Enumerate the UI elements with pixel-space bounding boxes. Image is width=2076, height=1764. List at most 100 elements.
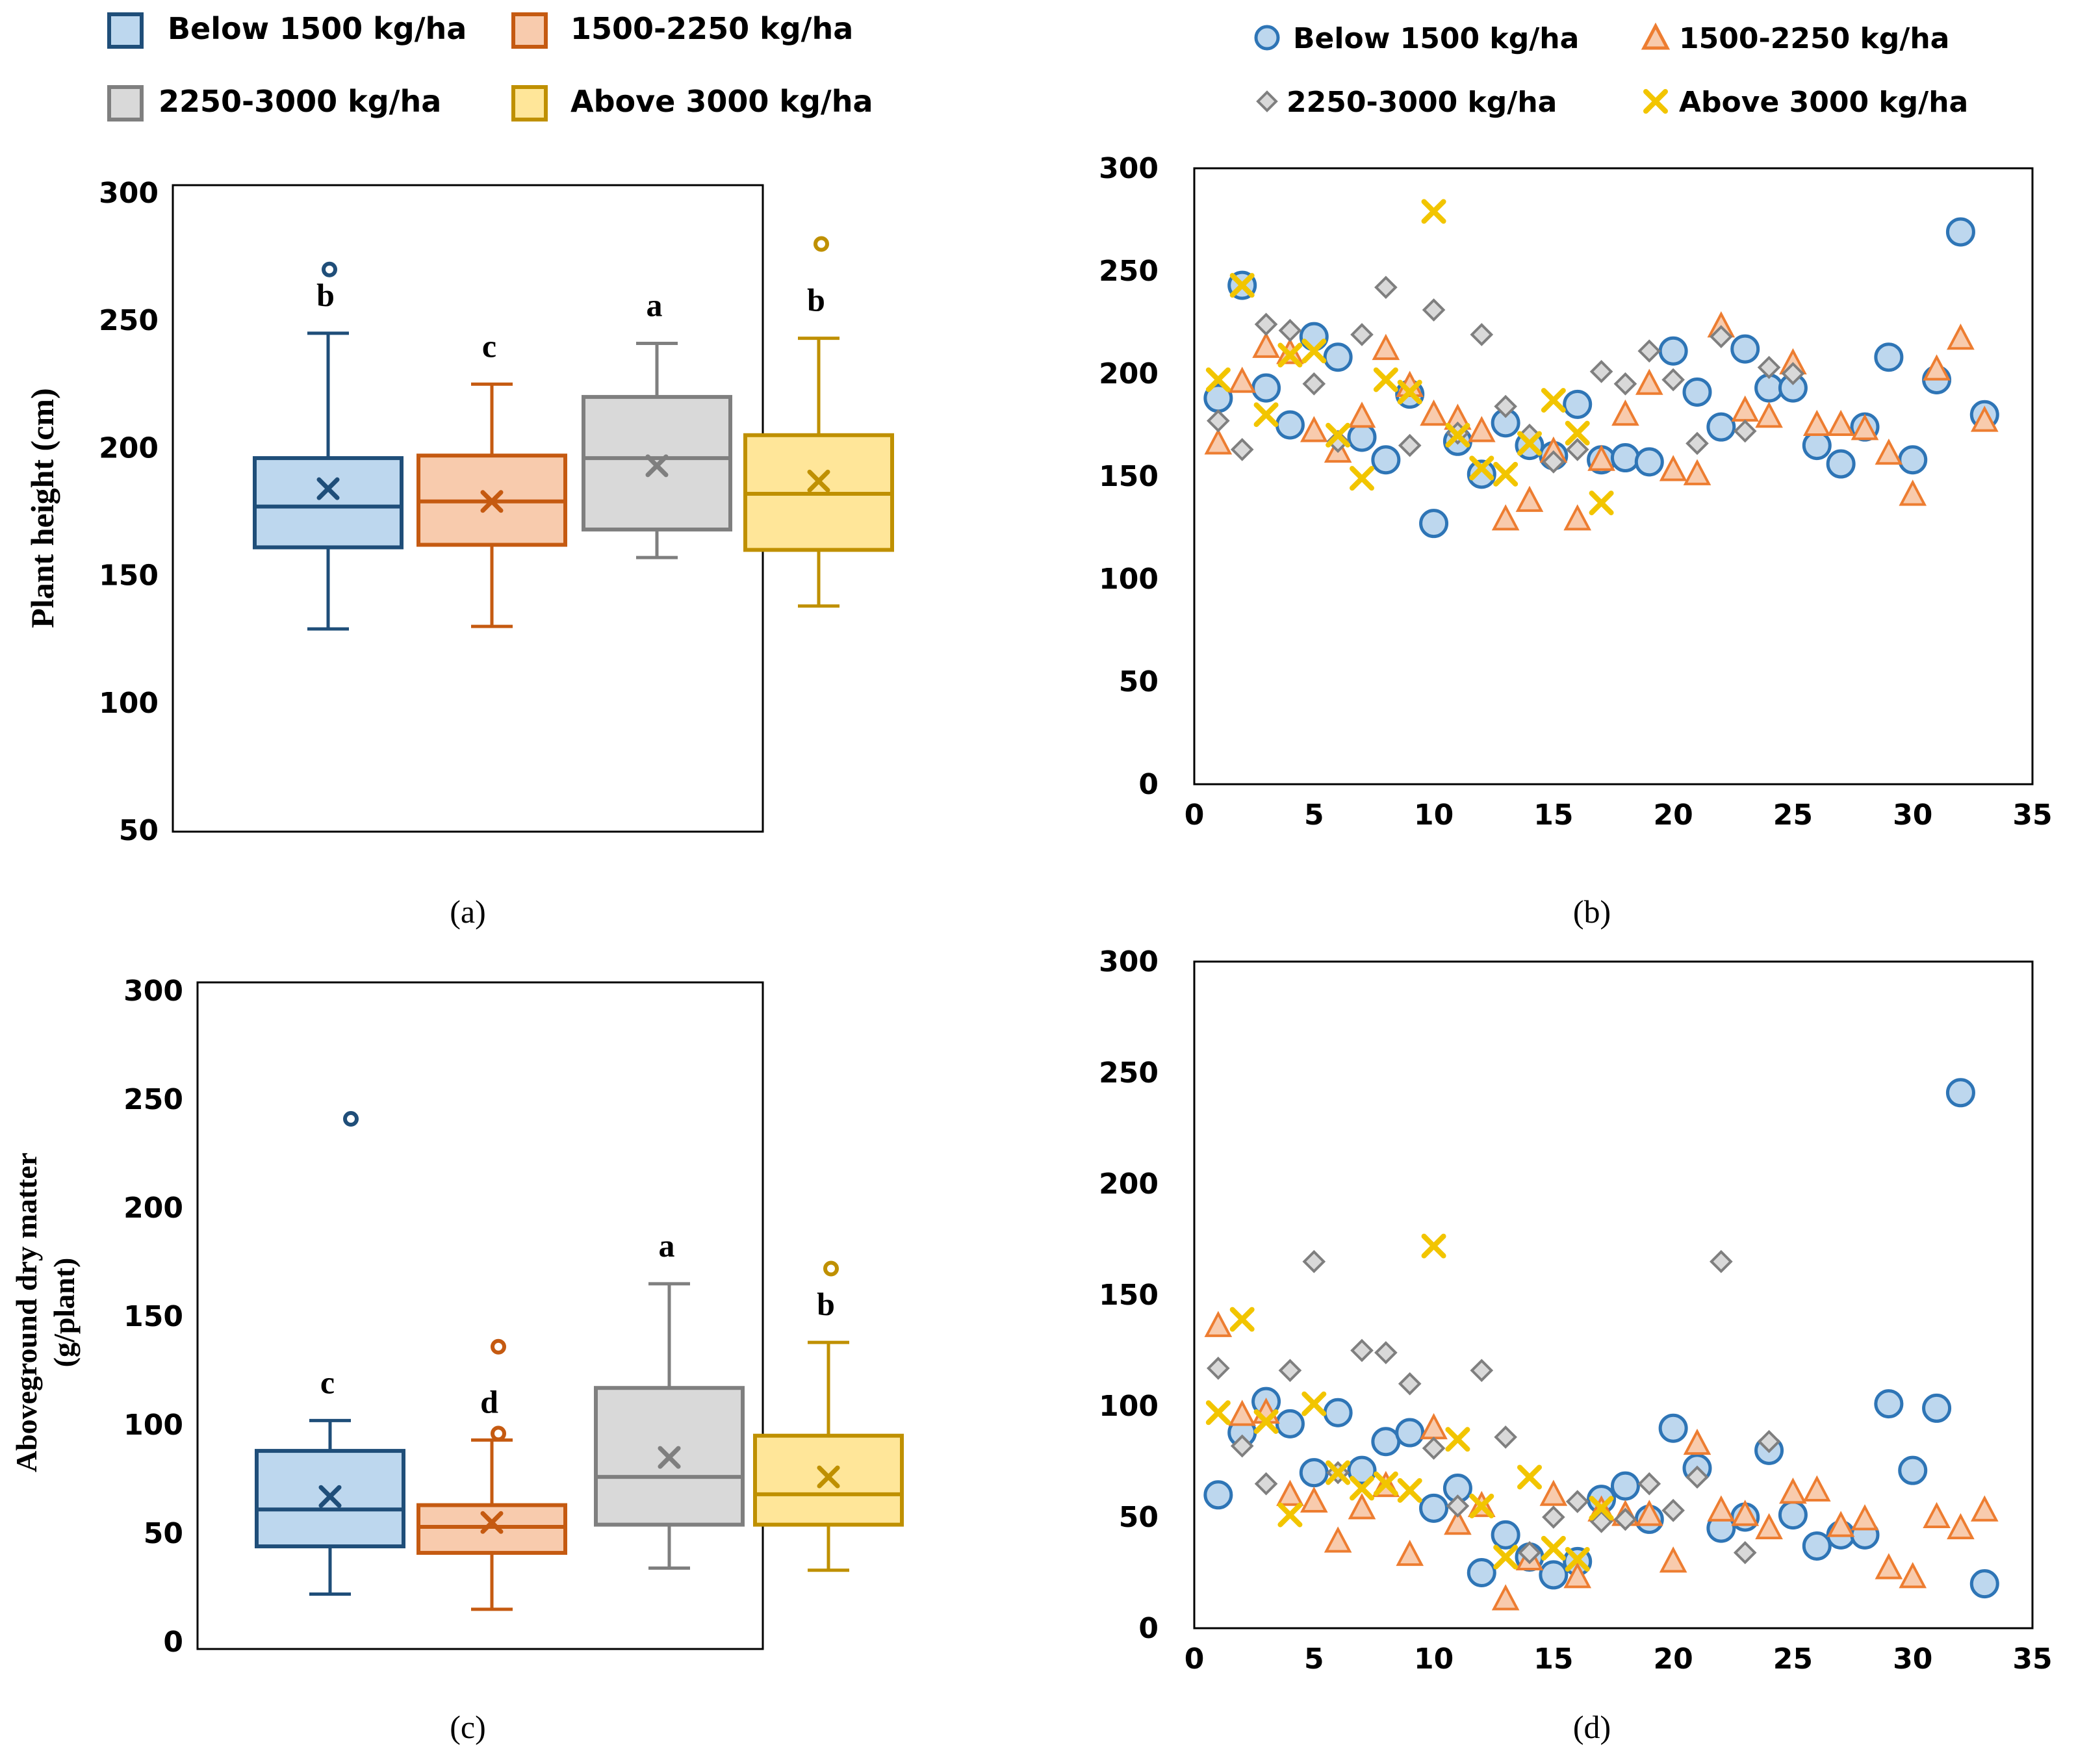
y-axis-label: Aboveground dry matter: [10, 1153, 43, 1472]
caption-b: (b): [1573, 893, 1611, 930]
scatter-point-triangle: [1587, 444, 1615, 471]
x-tick-label: 30: [1893, 1643, 1932, 1676]
scatter-point-x: [1541, 1535, 1566, 1561]
scatter-point-circle: [1275, 410, 1305, 440]
scatter-point-x: [1589, 1496, 1614, 1521]
scatter-point-circle: [1730, 334, 1760, 364]
scatter-point-diamond: [1733, 419, 1757, 443]
x-tick-label: 5: [1304, 1643, 1324, 1676]
x-tick-label: 15: [1533, 799, 1573, 832]
scatter-point-diamond: [1278, 1359, 1302, 1383]
legend-item-2250-3000: 2250-3000 kg/ha: [1256, 86, 1557, 119]
legend-item-below-1500: Below 1500 kg/ha: [1254, 22, 1579, 55]
scatter-point-triangle: [1300, 416, 1328, 442]
scatter-point-circle: [1945, 1078, 1975, 1108]
x-tick-label: 35: [2012, 799, 2052, 832]
scatter-point-triangle: [1324, 1526, 1352, 1553]
scatter-point-diamond: [1494, 1425, 1517, 1449]
scatter-point-triangle: [1635, 1500, 1663, 1526]
scatter-point-triangle: [1204, 428, 1233, 455]
scatter-point-triangle: [1276, 1479, 1304, 1506]
scatter-point-diamond: [1613, 372, 1637, 396]
scatter-point-circle: [1467, 459, 1496, 489]
scatter-point-circle: [1347, 1455, 1377, 1485]
y-tick-label: 0: [1138, 1612, 1159, 1645]
scatter-point-circle: [1251, 373, 1281, 403]
box-4: b: [743, 236, 894, 608]
scatter-point-diamond: [1398, 433, 1422, 457]
scatter-point-diamond: [1685, 431, 1709, 455]
scatter-point-diamond: [1613, 1507, 1637, 1531]
outlier-point: [343, 1111, 359, 1127]
scatter-point-diamond: [1661, 1498, 1685, 1522]
scatter-point-circle: [1778, 1500, 1808, 1530]
scatter-point-triangle: [1539, 1479, 1568, 1506]
scatter-point-x: [1326, 1460, 1351, 1485]
y-tick-label: 50: [1119, 665, 1159, 698]
y-tick-label: 200: [1099, 357, 1159, 390]
scatter-point-x: [1565, 1546, 1590, 1572]
scatter-point-triangle: [1420, 399, 1448, 426]
scatter-point-circle: [1802, 431, 1832, 461]
scatter-point-diamond: [1254, 313, 1278, 336]
scatter-point-circle: [1323, 1398, 1353, 1427]
scatter-point-diamond: [1565, 1490, 1589, 1513]
x-tick-label: 0: [1185, 1643, 1205, 1676]
y-tick-label: 300: [1099, 945, 1159, 978]
scatter-point-x: [1469, 455, 1494, 481]
scatter-point-circle: [1395, 1418, 1425, 1448]
scatter-point-triangle: [1802, 409, 1831, 436]
scatter-point-triangle: [1947, 1513, 1975, 1540]
y-tick-label: 150: [1099, 1279, 1159, 1312]
scatter-point-triangle: [1348, 1493, 1376, 1520]
scatter-point-triangle: [1851, 414, 1879, 441]
scatter-point-triangle: [1970, 1495, 1999, 1522]
scatter-point-triangle: [1659, 1546, 1687, 1573]
scatter-point-diamond: [1470, 323, 1494, 346]
axis-tick-labels: 0 50 100 150 200 250 300 0 5 10 15 20 25 30 35: [1099, 945, 2052, 1676]
scatter-point-triangle: [1204, 1310, 1233, 1337]
scatter-point-triangle: [1755, 1513, 1783, 1540]
series-4: [1205, 1233, 1614, 1572]
scatter-series: [1203, 199, 1999, 539]
scatter-point-circle: [1706, 412, 1736, 442]
scatter-point-diamond: [1733, 1540, 1757, 1565]
significance-letter: c: [482, 327, 496, 364]
x-tick-label: 20: [1654, 1643, 1693, 1676]
y-tick-label: 100: [123, 1409, 183, 1442]
scatter-point-circle: [1802, 1531, 1832, 1561]
x-tick-label: 25: [1773, 1643, 1813, 1676]
scatter-point-triangle: [1563, 504, 1592, 531]
scatter-point-x: [1517, 431, 1542, 456]
scatter-point-x: [1373, 367, 1398, 392]
scatter-point-diamond: [1446, 1494, 1470, 1518]
x-tick-label: 35: [2012, 1643, 2052, 1676]
scatter-point-diamond: [1350, 323, 1374, 346]
legend-marker-triangle: [1641, 22, 1671, 50]
scatter-point-triangle: [1228, 366, 1257, 393]
scatter-point-x: [1350, 466, 1374, 491]
scatter-point-diamond: [1710, 325, 1733, 348]
scatter-point-diamond: [1302, 1249, 1326, 1273]
y-tick-label: 200: [1099, 1168, 1159, 1201]
scatter-point-diamond: [1422, 298, 1446, 322]
scatter-point-triangle: [1947, 324, 1975, 350]
mean-marker: [817, 1465, 840, 1489]
scatter-point-diamond: [1398, 1372, 1422, 1396]
scatter-point-circle: [1922, 1393, 1952, 1423]
scatter-point-x: [1373, 1471, 1398, 1496]
legend-label: Above 3000 kg/ha: [570, 84, 873, 119]
scatter-point-triangle: [1491, 1584, 1520, 1611]
caption-a: (a): [450, 893, 486, 930]
significance-letter: a: [647, 287, 663, 324]
scatter-point-x: [1445, 1427, 1470, 1452]
legend-scatter: Below 1500 kg/ha 1500-2250 kg/ha 2250-30…: [1254, 22, 1968, 119]
scatter-point-circle: [1467, 1558, 1496, 1587]
scatter-point-diamond: [1757, 1429, 1781, 1453]
y-tick-label: 250: [1099, 1056, 1159, 1090]
y-tick-label: 150: [99, 559, 159, 593]
scatter-point-triangle: [1659, 455, 1687, 481]
legend-item-1500-2250: 1500-2250 kg/ha: [511, 11, 853, 49]
y-tick-label: 50: [1119, 1501, 1159, 1534]
y-tick-label: 250: [1099, 255, 1159, 288]
